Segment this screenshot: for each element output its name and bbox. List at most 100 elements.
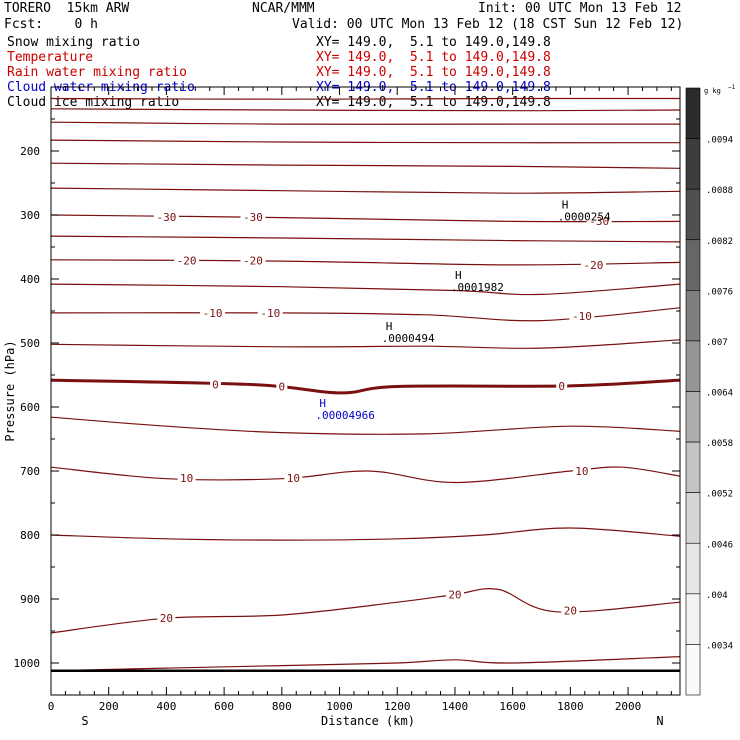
colorbar-segment	[685, 290, 701, 342]
valid-time: Valid: 00 UTC Mon 13 Feb 12 (18 CST Sun …	[292, 17, 684, 32]
colorbar-tick-label: .0088	[706, 186, 733, 196]
series-range: XY= 149.0, 5.1 to 149.0,149.8	[316, 65, 551, 80]
plot-frame	[50, 86, 681, 696]
isotherm-line	[50, 187, 681, 194]
isotherm-label: 0	[558, 380, 565, 393]
isotherm-label: -10	[203, 307, 223, 320]
isotherm-label: 10	[180, 472, 193, 485]
colorbar-tick-label: .0076	[706, 287, 733, 297]
isotherm-label-bg	[174, 254, 200, 267]
isotherm-label-bg	[445, 588, 464, 601]
series-range: XY= 149.0, 5.1 to 149.0,149.8	[316, 35, 551, 50]
x-tick-label: 2000	[615, 700, 642, 713]
isotherm-label: 0	[279, 381, 286, 394]
y-tick-label: 200	[20, 145, 40, 158]
y-tick-label: 300	[20, 209, 40, 222]
x-tick-label: 1200	[384, 700, 411, 713]
colorbar-segment	[685, 441, 701, 493]
y-tick-label: 800	[20, 529, 40, 542]
isotherm-label: -10	[260, 307, 280, 320]
isotherm-label-bg	[200, 306, 226, 319]
isotherm-label-bg	[569, 310, 595, 323]
colorbar-segment	[685, 542, 701, 595]
x-tick-label: 1600	[499, 700, 526, 713]
isotherm-line	[50, 656, 681, 672]
series-name: Temperature	[7, 50, 94, 65]
isotherm-line	[50, 466, 681, 484]
isotherm-line	[50, 162, 681, 169]
series-name: Snow mixing ratio	[7, 35, 141, 50]
x-tick-label: 1000	[326, 700, 353, 713]
maximum-mark: H	[386, 320, 393, 333]
colorbar: .0094 .0088 .0082 .0076 .007 .0064 .0058 .0052.…	[685, 84, 736, 696]
isotherm-label-bg	[157, 612, 176, 625]
colorbar-tick-label: .0058	[706, 439, 733, 449]
isotherm-label: -20	[177, 254, 197, 267]
isotherm-line	[50, 108, 681, 112]
isotherm-label: 0	[212, 379, 219, 392]
colorbar-tick-label: .007	[706, 338, 728, 348]
colorbar-segment	[685, 644, 701, 696]
maximum-value: .00004966	[315, 409, 375, 422]
isotherm-label-bg	[561, 604, 580, 617]
isotherm-line	[50, 121, 680, 125]
isotherm-line	[50, 235, 681, 243]
y-tick-label: 500	[20, 337, 40, 350]
maximum-mark: H	[562, 199, 569, 212]
x-tick-label: 0	[48, 700, 55, 713]
isotherm-line	[50, 527, 681, 541]
x-tick-label: 600	[214, 700, 234, 713]
isotherm-line	[50, 378, 681, 395]
south-label: S	[81, 714, 88, 728]
isotherm-line	[50, 339, 681, 349]
colorbar-tick-label: .0046	[706, 540, 733, 550]
maximum-value: .0000494	[382, 332, 435, 345]
colorbar-segment	[685, 391, 701, 443]
maximum-mark: H	[319, 397, 326, 410]
y-tick-label: 400	[20, 273, 40, 286]
y-tick-label: 900	[20, 593, 40, 606]
plot-axes: 0 200 400 600 800 1000 1200 1400 1600 1800 2000200…	[3, 86, 681, 728]
x-tick-label: 1800	[557, 700, 584, 713]
isotherm-label-bg	[572, 465, 591, 477]
x-axis-label: Distance (km)	[321, 714, 415, 728]
colorbar-segment	[685, 593, 701, 645]
isotherm-label: -30	[589, 215, 609, 228]
maximum-value: .0001982	[451, 281, 504, 294]
forecast-hour: Fcst: 0 h	[4, 17, 98, 32]
north-label: N	[656, 714, 663, 728]
isotherm-label-bg	[586, 214, 612, 227]
isotherm-label-bg	[209, 378, 221, 391]
isotherm-label: 20	[564, 605, 577, 618]
y-tick-label: 1000	[14, 657, 41, 670]
colorbar-tick-label: .0094	[706, 136, 733, 146]
isotherm-contours	[50, 97, 681, 672]
isotherm-label: -30	[156, 211, 176, 224]
maximum-value: .0000254	[558, 211, 611, 224]
isotherm-label-bg	[240, 210, 266, 223]
colorbar-tick-label: .0064	[706, 389, 733, 399]
isotherm-labels: -30 -30 -30 -20 -20 -20 -10 -10 -10 0 0 0 10 10 10 20 20…	[153, 210, 612, 625]
isotherm-line	[50, 283, 681, 296]
isotherm-label: -30	[243, 211, 263, 224]
colorbar-segment	[685, 239, 701, 291]
colorbar-tick-label: .0034	[706, 641, 733, 651]
model-title: TORERO 15km ARW	[4, 1, 130, 16]
colorbar-segment	[685, 188, 701, 241]
x-tick-label: 200	[99, 700, 119, 713]
colorbar-unit: g kg	[704, 87, 721, 95]
colorbar-tick-label: .0082	[706, 237, 733, 247]
isotherm-label: 10	[575, 465, 588, 478]
y-tick-label: 700	[20, 465, 40, 478]
isotherm-label-bg	[580, 258, 606, 271]
isotherm-label-bg	[556, 379, 568, 392]
colorbar-unit-exponent: −1	[728, 84, 736, 91]
colorbar-segment	[685, 87, 701, 139]
isotherm-line	[50, 97, 681, 100]
isotherm-line	[50, 588, 681, 634]
colorbar-segment	[685, 340, 701, 392]
isotherm-line	[50, 139, 681, 144]
isotherm-label-bg	[284, 472, 303, 485]
